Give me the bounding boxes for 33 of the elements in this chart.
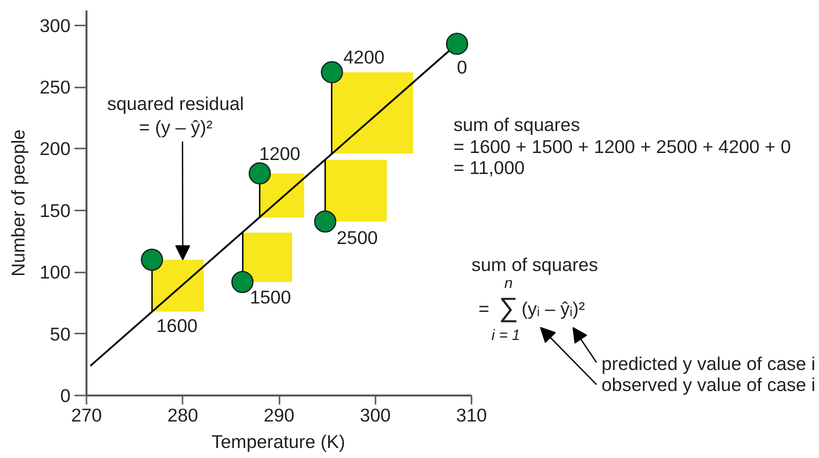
text: predicted y value of case i xyxy=(602,353,816,374)
x-tick-label: 290 xyxy=(264,404,294,426)
y-tick-label: 100 xyxy=(40,262,71,283)
x-tick-label: 310 xyxy=(456,404,487,426)
x-tick-label: 300 xyxy=(360,404,391,426)
annotation: 1200 xyxy=(259,142,300,164)
y-tick-label: 150 xyxy=(40,200,71,221)
annotation: = 11,000 xyxy=(454,157,525,178)
annotation: 1600 xyxy=(156,315,198,336)
y-tick-label: 0 xyxy=(60,385,71,406)
annotation: 1500 xyxy=(250,286,292,308)
text: ∑ xyxy=(498,292,518,322)
y-tick-label: 200 xyxy=(40,138,71,160)
y-tick-label: 250 xyxy=(40,76,71,98)
annotation: squared residual xyxy=(107,93,244,114)
annotation: = 1600 + 1500 + 1200 + 2500 + 4200 + 0 xyxy=(454,136,791,157)
annotation: 2500 xyxy=(336,227,378,248)
annotation: 4200 xyxy=(343,46,385,68)
y-tick-label: 50 xyxy=(50,323,70,344)
annotation: = (y – ŷ)² xyxy=(139,116,213,138)
annotation: 0 xyxy=(456,56,468,78)
x-axis-title: Temperature (K) xyxy=(212,431,346,452)
y-axis-title: Number of people xyxy=(8,129,29,277)
text: observed y value of case i xyxy=(602,374,816,395)
text: n xyxy=(504,275,513,292)
annotation: sum of squares xyxy=(472,254,598,275)
x-tick-label: 280 xyxy=(167,404,198,426)
annotation: sum of squares xyxy=(454,114,580,135)
x-tick-label: 270 xyxy=(71,404,102,426)
text: i = 1 xyxy=(492,327,520,344)
text: (yᵢ – ŷᵢ)² xyxy=(522,298,585,319)
text: = xyxy=(478,298,490,319)
y-tick-label: 300 xyxy=(40,14,71,36)
